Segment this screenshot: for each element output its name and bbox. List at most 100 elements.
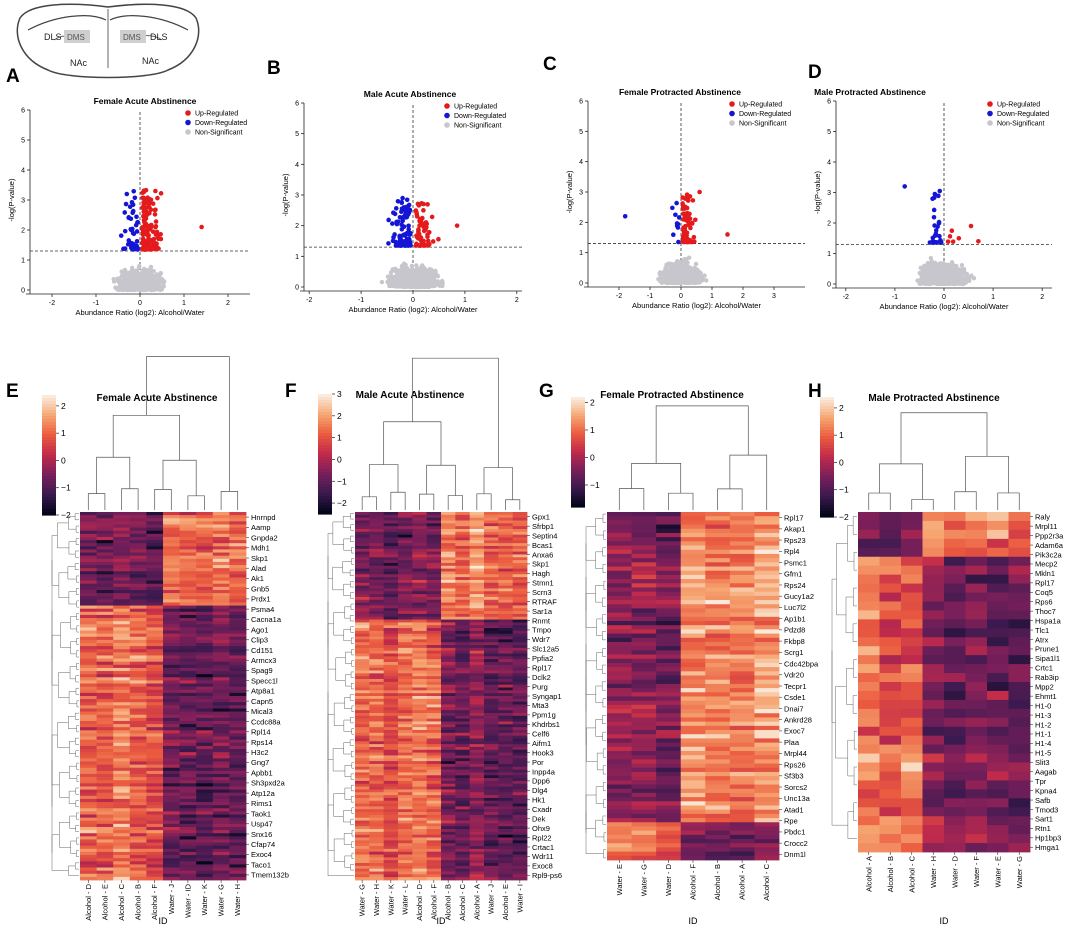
colorbar-tick-label: 1 (61, 428, 66, 438)
heatmap-cell (80, 586, 97, 591)
heatmap-cell (163, 708, 180, 712)
point-up-regulated (418, 235, 424, 241)
heatmap-cell (146, 664, 164, 669)
heatmap-cell (212, 555, 230, 560)
heatmap-cell (96, 671, 114, 675)
heatmap-cell (212, 552, 230, 557)
colorbar-tick-label: 2 (61, 401, 66, 411)
heatmap-cell (212, 677, 230, 681)
heatmap-cell (212, 577, 230, 582)
heatmap-cell (179, 636, 197, 641)
heatmap-cell (80, 624, 97, 628)
heatmap-cell (129, 624, 147, 628)
heatmap-cell (113, 624, 131, 628)
volcano-points (902, 184, 981, 287)
heatmap-cell (179, 518, 197, 522)
heatmap-cell (229, 524, 247, 528)
point-up-regulated (945, 239, 951, 244)
panel-label: E (6, 381, 19, 402)
heatmap-cell (179, 624, 197, 628)
point-up-regulated (691, 234, 697, 240)
point-non-significant (921, 272, 927, 277)
heatmap-cell (146, 583, 164, 588)
y-tick-label: 5 (295, 131, 299, 138)
volcano-legend: Up-RegulatedDown-RegulatedNon-Significan… (729, 101, 791, 128)
heatmap-cell (229, 565, 247, 569)
heatmap-cell (179, 599, 197, 603)
heatmap-cell (163, 649, 180, 653)
point-non-significant (136, 264, 142, 270)
point-up-regulated (684, 239, 689, 245)
heatmap-cell (146, 558, 164, 563)
point-non-significant (401, 261, 407, 266)
point-up-regulated (152, 246, 158, 252)
volcano-title: Male Protracted Abstinence (814, 87, 926, 97)
point-non-significant (662, 272, 668, 278)
point-non-significant (938, 274, 944, 279)
legend-label-down: Down-Regulated (997, 111, 1049, 118)
y-tick-label: 4 (21, 168, 25, 175)
heatmap-cell (163, 677, 180, 681)
heatmap-cell (96, 574, 114, 578)
heatmap-cell (229, 611, 247, 616)
point-down-regulated (391, 210, 396, 216)
heatmap-cell (212, 633, 230, 638)
heatmap-cell (113, 524, 131, 528)
heatmap-cell (196, 646, 214, 650)
heatmap-cell (96, 577, 114, 582)
heatmap-cell (80, 536, 97, 541)
point-non-significant (403, 269, 408, 275)
point-non-significant (674, 264, 679, 269)
point-non-significant (925, 277, 930, 283)
heatmap-cell (179, 527, 197, 532)
heatmap-cell (196, 524, 214, 528)
heatmap-cell (229, 658, 247, 663)
heatmap-cell (212, 655, 230, 659)
heatmap-cell (196, 677, 214, 681)
x-tick-label: 2 (515, 297, 519, 304)
point-non-significant (115, 287, 120, 292)
heatmap-cell (229, 674, 247, 678)
heatmap-cell (96, 624, 114, 628)
heatmap-cell (146, 642, 164, 647)
heatmap-cell (163, 574, 180, 578)
heatmap-cell (80, 527, 97, 532)
heatmap-cell (80, 630, 97, 635)
heatmap-cell (96, 696, 114, 700)
heatmap-cell (113, 627, 131, 631)
heatmap-cell (80, 639, 97, 644)
point-non-significant (148, 266, 153, 271)
heatmap-cell (229, 555, 247, 560)
point-non-significant (673, 277, 678, 283)
heatmap-cell (113, 555, 131, 560)
heatmap-cell (96, 611, 114, 616)
heatmap-cell (212, 639, 230, 644)
heatmap-cell (80, 646, 97, 650)
point-up-regulated (150, 201, 156, 206)
heatmap-cell (212, 630, 230, 635)
heatmap-cell (212, 574, 230, 578)
heatmap-cell (96, 661, 114, 666)
heatmap-title: Female Acute Abstinence (97, 393, 218, 404)
heatmap-cell (179, 671, 197, 675)
heatmap-cell (196, 705, 214, 709)
heatmap-cell (146, 711, 164, 716)
heatmap-cell (80, 658, 97, 663)
heatmap-cell (96, 702, 114, 706)
y-tick-label: 3 (827, 190, 831, 197)
heatmap-cell (229, 702, 247, 706)
y-tick-label: 3 (579, 190, 583, 197)
heatmap-cell (113, 596, 131, 600)
heatmap-cell (179, 512, 197, 516)
heatmap-cell (146, 515, 164, 519)
heatmap-cell (80, 636, 97, 641)
heatmap-cell (80, 627, 97, 631)
colorbar-segment (42, 512, 56, 516)
heatmap-cell (146, 577, 164, 582)
point-non-significant (149, 279, 155, 284)
heatmap-cell (96, 571, 114, 575)
heatmap-cell (229, 639, 247, 644)
heatmap-cell (80, 677, 97, 681)
heatmap-cell (146, 536, 164, 541)
